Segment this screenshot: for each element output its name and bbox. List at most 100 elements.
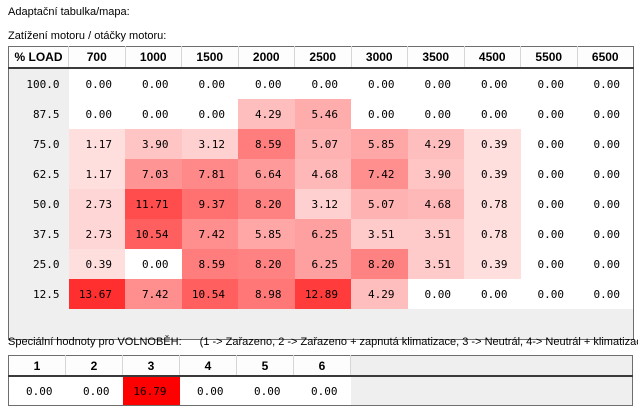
idle-column-header: 6 bbox=[293, 355, 351, 377]
load-row-label: 100.0 bbox=[8, 68, 69, 99]
load-map-row: 37.5 2.73 10.54 7.42 5.85 6.25 3.51 3.51 0.78 0.0… bbox=[8, 219, 634, 249]
load-map-cell: 6.25 bbox=[294, 249, 351, 279]
load-map-cell: 2.73 bbox=[68, 219, 125, 249]
load-map-cell: 5.07 bbox=[294, 129, 351, 159]
load-map-cell: 0.00 bbox=[464, 99, 521, 129]
load-map-cell: 0.00 bbox=[464, 68, 521, 99]
load-map-cell: 0.00 bbox=[125, 99, 182, 129]
load-map-cell: 8.20 bbox=[238, 189, 295, 219]
load-map-cell: 0.00 bbox=[520, 68, 577, 99]
load-map-row: 100.0 0.00 0.00 0.00 0.00 0.00 0.00 0.00 0.00 0.0… bbox=[8, 68, 634, 99]
load-row-label: 50.0 bbox=[8, 189, 69, 219]
load-row-label: 75.0 bbox=[8, 129, 69, 159]
rpm-column-header: 6500 bbox=[577, 46, 634, 69]
load-map-cell: 0.00 bbox=[68, 68, 125, 99]
idle-column-header: 3 bbox=[122, 355, 180, 377]
load-map-cell: 0.00 bbox=[181, 68, 238, 99]
load-map-cell: 3.12 bbox=[181, 129, 238, 159]
load-map-cell: 6.64 bbox=[238, 159, 295, 189]
load-map-cell: 0.00 bbox=[407, 279, 464, 309]
load-map-cell: 11.71 bbox=[125, 189, 182, 219]
load-map-cell: 0.00 bbox=[464, 279, 521, 309]
load-map-cell: 5.07 bbox=[351, 189, 408, 219]
load-map-cell: 0.00 bbox=[125, 249, 182, 279]
load-map-cell: 0.00 bbox=[181, 99, 238, 129]
load-map-cell: 7.42 bbox=[351, 159, 408, 189]
load-map-cell: 3.90 bbox=[125, 129, 182, 159]
idle-value-cell: 16.79 bbox=[122, 376, 180, 406]
load-map-cell: 0.00 bbox=[407, 68, 464, 99]
idle-column-header: 5 bbox=[236, 355, 294, 377]
idle-values-row: 0.00 0.00 16.79 0.00 0.00 0.00 bbox=[8, 376, 633, 406]
load-map-cell: 0.39 bbox=[464, 159, 521, 189]
load-map-cell: 4.29 bbox=[238, 99, 295, 129]
load-map-cell: 7.42 bbox=[181, 219, 238, 249]
load-map-cell: 0.00 bbox=[520, 159, 577, 189]
load-map-cell: 0.00 bbox=[577, 189, 634, 219]
load-map-cell: 8.98 bbox=[238, 279, 295, 309]
idle-note: (1 -> Zařazeno, 2 -> Zařazeno + zapnutá … bbox=[199, 336, 638, 348]
load-map-cell: 4.68 bbox=[294, 159, 351, 189]
load-map-cell: 6.25 bbox=[294, 219, 351, 249]
load-row-label: 37.5 bbox=[8, 219, 69, 249]
load-row-label: 12.5 bbox=[8, 279, 69, 309]
idle-value-cell: 0.00 bbox=[8, 376, 66, 406]
load-map-cell: 0.00 bbox=[68, 99, 125, 129]
load-map-cell: 5.46 bbox=[294, 99, 351, 129]
load-map-cell: 3.51 bbox=[407, 219, 464, 249]
idle-value-cell: 0.00 bbox=[179, 376, 237, 406]
load-map-cell: 3.51 bbox=[407, 249, 464, 279]
load-map-cell: 0.00 bbox=[351, 99, 408, 129]
load-map-cell: 1.17 bbox=[68, 159, 125, 189]
load-map-cell: 5.85 bbox=[238, 219, 295, 249]
load-map-cell: 0.39 bbox=[464, 249, 521, 279]
load-map-row: 12.5 13.67 7.42 10.54 8.98 12.89 4.29 0.00 0.00 0… bbox=[8, 279, 634, 309]
load-map-row: 50.0 2.73 11.71 9.37 8.20 3.12 5.07 4.68 0.78 0.0… bbox=[8, 189, 634, 219]
load-map-cell: 7.03 bbox=[125, 159, 182, 189]
load-map-cell: 0.00 bbox=[577, 129, 634, 159]
load-map-cell: 0.00 bbox=[238, 68, 295, 99]
load-map-cell: 3.90 bbox=[407, 159, 464, 189]
load-map-row: 75.0 1.17 3.90 3.12 8.59 5.07 5.85 4.29 0.39 0.00… bbox=[8, 129, 634, 159]
load-map-cell: 0.00 bbox=[577, 99, 634, 129]
load-map-row: 62.5 1.17 7.03 7.81 6.64 4.68 7.42 3.90 0.39 0.00… bbox=[8, 159, 634, 189]
load-map-cell: 10.54 bbox=[181, 279, 238, 309]
rpm-column-header: 2500 bbox=[294, 46, 352, 69]
rpm-column-header: 3000 bbox=[351, 46, 408, 69]
idle-value-cell: 0.00 bbox=[293, 376, 351, 406]
load-map-cell: 0.78 bbox=[464, 189, 521, 219]
load-map-cell: 0.00 bbox=[520, 219, 577, 249]
load-map-cell: 4.29 bbox=[351, 279, 408, 309]
load-map-caption: Zatížení motoru / otáčky motoru: bbox=[8, 30, 167, 42]
load-map-cell: 0.00 bbox=[520, 189, 577, 219]
load-map-corner-header: % LOAD bbox=[8, 46, 69, 69]
idle-header-filler bbox=[350, 355, 633, 377]
idle-value-cell: 0.00 bbox=[65, 376, 123, 406]
load-map-cell: 12.89 bbox=[294, 279, 351, 309]
idle-column-header: 1 bbox=[8, 355, 66, 377]
load-map-cell: 4.29 bbox=[407, 129, 464, 159]
load-map-cell: 0.00 bbox=[407, 99, 464, 129]
load-map-cell: 8.59 bbox=[238, 129, 295, 159]
load-map-cell: 0.00 bbox=[577, 68, 634, 99]
load-map-cell: 7.42 bbox=[125, 279, 182, 309]
load-map-cell: 8.20 bbox=[238, 249, 295, 279]
load-map-cell: 0.00 bbox=[520, 99, 577, 129]
load-map-cell: 0.39 bbox=[464, 129, 521, 159]
idle-column-header: 2 bbox=[65, 355, 123, 377]
idle-value-cell: 0.00 bbox=[236, 376, 294, 406]
load-map-cell: 0.39 bbox=[68, 249, 125, 279]
load-map-cell: 9.37 bbox=[181, 189, 238, 219]
load-map-cell: 13.67 bbox=[68, 279, 125, 309]
rpm-column-header: 2000 bbox=[238, 46, 295, 69]
rpm-column-header: 3500 bbox=[407, 46, 465, 69]
load-map-filler-cell bbox=[8, 309, 634, 340]
load-map-cell: 3.51 bbox=[351, 219, 408, 249]
load-map-cell: 2.73 bbox=[68, 189, 125, 219]
load-map-cell: 0.00 bbox=[520, 129, 577, 159]
load-map-cell: 0.00 bbox=[577, 219, 634, 249]
load-map-cell: 0.00 bbox=[520, 249, 577, 279]
load-map-cell: 0.00 bbox=[294, 68, 351, 99]
